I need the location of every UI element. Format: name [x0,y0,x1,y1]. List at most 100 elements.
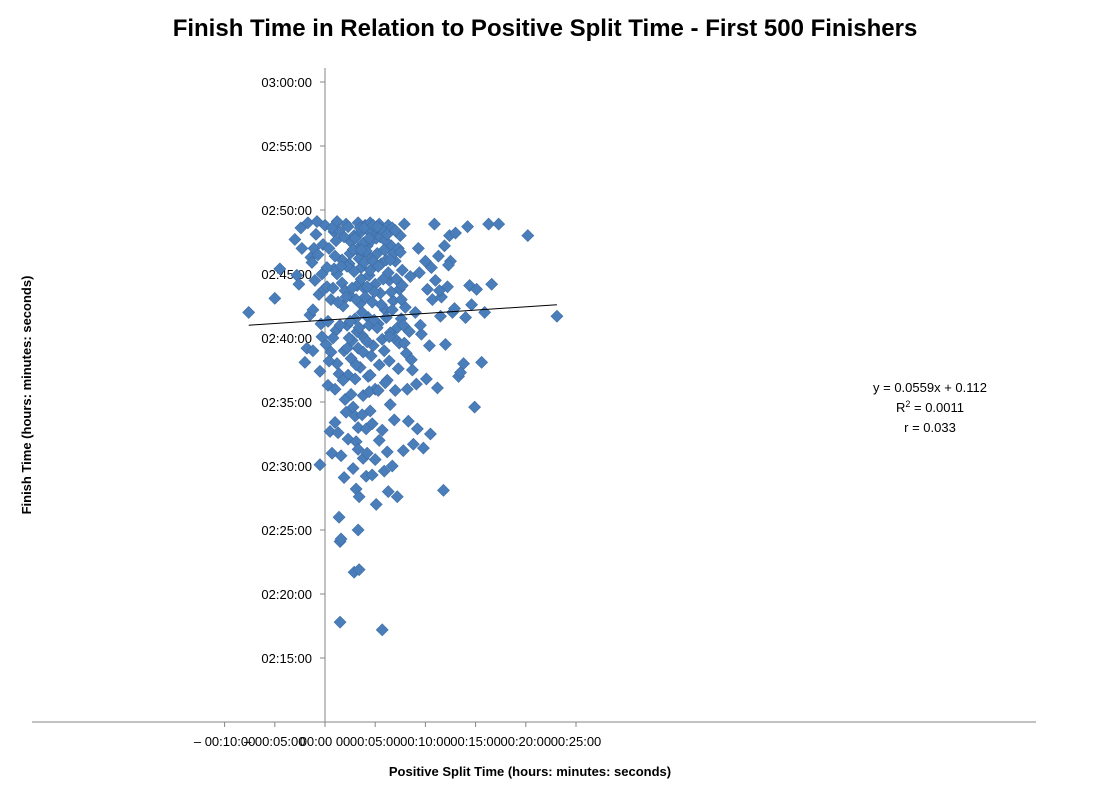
data-point [341,220,355,234]
data-point [414,327,428,341]
data-point [383,253,397,267]
data-point [352,563,366,577]
x-tick-label: – 00:05:00 [244,734,305,749]
data-points [242,215,564,637]
data-point [348,372,362,386]
data-point [292,277,306,291]
data-point [305,256,319,269]
data-point [382,354,396,368]
data-point [334,532,348,546]
data-point [395,279,409,292]
data-point [468,400,482,414]
data-point [326,331,340,345]
data-point [550,309,564,323]
data-point [411,241,425,255]
data-point [365,468,379,482]
data-point [387,413,401,427]
data-point [478,305,492,319]
data-point [355,408,369,422]
data-point [332,510,346,524]
data-point [374,298,388,312]
x-axis-title: Positive Split Time (hours: minutes: sec… [389,764,671,779]
x-tick-label: 00:20:00 [500,734,551,749]
y-tick-label: 02:45:00 [261,267,312,282]
data-point [325,446,339,460]
trend-equation: y = 0.0559x + 0.112 [873,380,987,395]
data-point [295,241,309,255]
data-point [313,458,327,472]
data-point [380,445,394,459]
data-point [396,444,410,458]
data-point [352,321,366,335]
data-point [371,384,385,397]
y-tick-label: 02:55:00 [261,139,312,154]
data-point [492,217,506,231]
data-point [354,272,368,286]
data-point [395,263,409,277]
r-squared-value: = 0.0011 [910,400,964,415]
data-point [375,423,389,437]
data-point [422,339,436,353]
y-tick-label: 02:25:00 [261,523,312,538]
y-tick-label: 02:20:00 [261,587,312,602]
data-point [309,227,323,241]
data-point [306,303,320,317]
data-point [423,427,437,441]
data-point [470,282,484,296]
data-point [438,239,451,253]
data-point [349,358,363,372]
data-point [368,453,382,467]
data-point [400,382,414,396]
data-point [413,318,427,332]
data-point [326,281,340,295]
data-point [351,523,365,537]
data-point [346,462,360,475]
data-point [363,368,377,382]
data-point [345,281,359,295]
data-point [384,285,398,299]
data-point [442,258,455,272]
y-tick-label: 02:30:00 [261,459,312,474]
y-tick-label: 03:00:00 [261,75,312,90]
x-tick-label: 00:05:00 [350,734,401,749]
data-point [315,330,329,344]
data-point [320,261,334,275]
data-point [360,335,374,349]
r-squared-label: R2 = 0.0011 [896,399,964,415]
data-point [396,318,410,332]
data-point [429,273,442,287]
data-point [378,376,392,390]
data-point [328,382,342,396]
y-tick-label: 02:15:00 [261,651,312,666]
data-point [333,318,347,332]
data-point [358,290,372,304]
r-squared-superscript: 2 [905,399,910,409]
data-point [356,345,370,359]
x-tick-label: 00:10:00 [400,734,451,749]
data-point [377,464,391,478]
data-point [362,231,376,245]
data-point [334,259,348,273]
data-point [485,277,499,291]
data-point [339,290,353,304]
data-point [288,233,302,246]
data-point [322,354,336,368]
y-tick-label: 02:40:00 [261,331,312,346]
data-point [336,373,350,387]
data-point [424,261,438,275]
data-point [360,446,374,460]
data-point [475,355,489,369]
data-point [369,497,383,511]
data-point [334,449,348,463]
r-squared-prefix: R [896,400,905,415]
y-tick-label: 02:35:00 [261,395,312,410]
data-point [377,344,391,358]
data-point [439,337,452,351]
data-point [339,405,353,419]
data-point [410,422,424,436]
correlation-label: r = 0.033 [904,420,956,435]
data-point [401,414,415,428]
data-point [465,298,479,312]
data-point [449,226,462,240]
